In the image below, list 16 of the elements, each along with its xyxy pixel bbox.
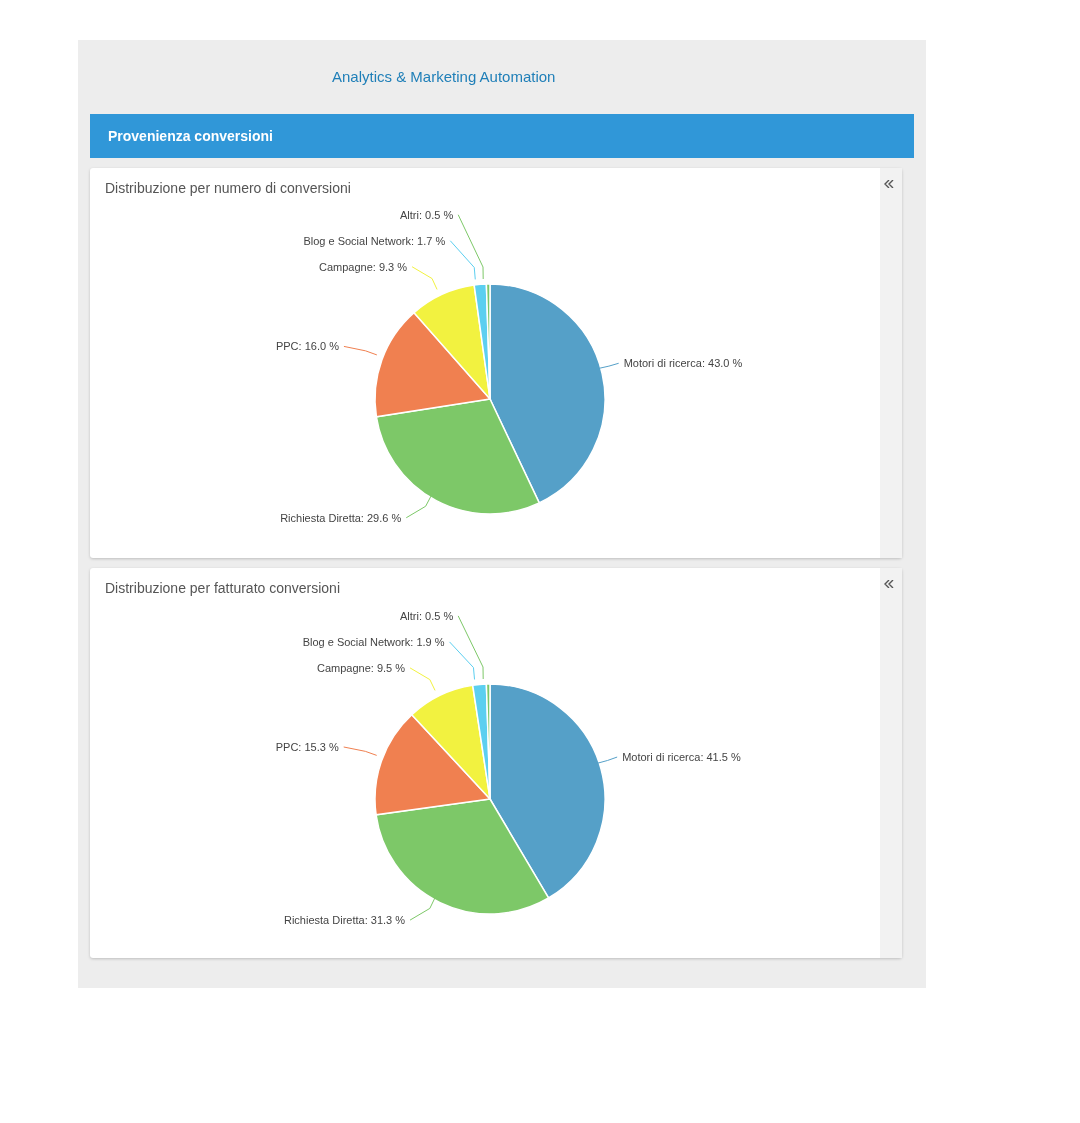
- slice-label: PPC: 15.3 %: [275, 740, 339, 753]
- slice-label: Richiesta Diretta: 29.6 %: [280, 511, 402, 524]
- slice-label: Blog e Social Network: 1.7 %: [303, 234, 446, 247]
- slice-label: Campagne: 9.5 %: [316, 661, 406, 674]
- slice-label: Campagne: 9.3 %: [319, 260, 408, 273]
- slice-label: Blog e Social Network: 1.9 %: [302, 635, 445, 648]
- slice-label: Richiesta Diretta: 31.3 %: [283, 914, 406, 927]
- slice-label: Altri: 0.5 %: [400, 609, 454, 622]
- chart-title: Distribuzione per numero di conversioni: [105, 180, 351, 196]
- chart-title: Distribuzione per fatturato conversioni: [105, 580, 341, 596]
- slice-label: PPC: 16.0 %: [275, 340, 340, 353]
- text: Provenienza conversioni: [90, 114, 914, 158]
- slice-label: Motori di ricerca: 43.0 %: [623, 357, 743, 370]
- slice-label: Altri: 0.5 %: [400, 208, 454, 221]
- text: Analytics & Marketing Automation: [331, 67, 557, 87]
- slice-label: Motori di ricerca: 41.5 %: [622, 751, 741, 764]
